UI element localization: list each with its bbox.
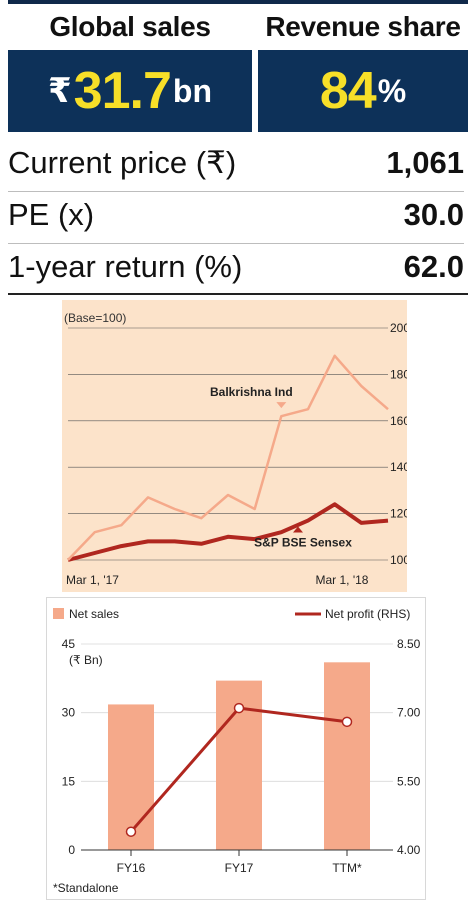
y-tick-label: 160 <box>390 414 407 428</box>
y-tick-label: 100 <box>390 553 407 567</box>
y-tick-label-left: 45 <box>62 637 76 651</box>
rupee-symbol: ₹ <box>48 72 72 110</box>
top-rule <box>8 0 468 4</box>
stat-value: 62.0 <box>403 249 464 284</box>
x-tick-label-end: Mar 1, '18 <box>316 573 369 587</box>
balkrishna-label-marker <box>276 402 287 409</box>
y-tick-label-right: 4.00 <box>397 843 421 857</box>
series-line-sensex <box>67 502 389 562</box>
legend-label-net-profit: Net profit (RHS) <box>325 607 410 621</box>
unit-label: (₹ Bn) <box>69 653 103 667</box>
x-tick-label: FY16 <box>117 861 146 875</box>
revenue-share-value: 84 <box>319 62 377 120</box>
stat-row-1-year-return: 1-year return (%) 62.0 <box>8 238 464 296</box>
base-annotation: (Base=100) <box>64 311 126 325</box>
global-sales-unit: bn <box>172 72 212 109</box>
global-sales-title: Global sales <box>49 11 211 42</box>
footnote: *Standalone <box>53 881 119 895</box>
y-tick-label: 200 <box>390 321 407 335</box>
global-sales-value: 31.7 <box>73 62 172 120</box>
section-divider <box>8 293 468 295</box>
point-net-profit <box>341 716 353 728</box>
point-net-profit <box>233 702 245 714</box>
series-label-balkrishna: Balkrishna Ind <box>210 385 293 399</box>
stat-value: 1,061 <box>386 144 464 180</box>
stat-label: Current price (₹) <box>8 144 237 180</box>
point-net-profit <box>125 826 137 837</box>
revenue-share-kpi: 84 % <box>258 50 468 132</box>
stat-label: PE (x) <box>8 196 95 232</box>
x-tick-label-start: Mar 1, '17 <box>66 573 119 587</box>
price-index-chart: 100 120 140 160 180 200 (Base=100) Balkrishna… <box>64 311 410 587</box>
y-tick-label-right: 5.50 <box>397 774 421 788</box>
stat-row-pe: PE (x) 30.0 <box>8 186 464 244</box>
y-tick-label: 180 <box>390 367 407 381</box>
series-line-balkrishna <box>67 354 389 561</box>
stat-label: 1-year return (%) <box>8 249 243 284</box>
y-tick-label-left: 15 <box>62 774 76 788</box>
stat-row-current-price: Current price (₹) 1,061 <box>8 134 464 192</box>
legend-label-net-sales: Net sales <box>69 607 119 621</box>
y-tick-label-left: 0 <box>68 843 75 857</box>
legend-swatch-net-sales <box>53 608 64 619</box>
bar-net-sales <box>324 662 370 850</box>
price-index-chart-panel: 100 120 140 160 180 200 (Base=100) Balkrishna… <box>62 300 410 592</box>
net-sales-profit-chart-panel: Net sales Net profit (RHS) (₹ Bn) 0 15 30 4… <box>46 597 426 900</box>
stat-value: 30.0 <box>403 196 464 232</box>
net-sales-profit-chart: Net sales Net profit (RHS) (₹ Bn) 0 15 30 4… <box>53 607 421 895</box>
series-label-sensex: S&P BSE Sensex <box>254 536 352 550</box>
global-sales-kpi: ₹ 31.7 bn <box>8 50 252 132</box>
x-tick-label: FY17 <box>225 861 254 875</box>
revenue-share-title: Revenue share <box>265 11 461 42</box>
y-tick-label: 120 <box>390 507 407 521</box>
sensex-label-marker <box>293 526 303 533</box>
revenue-share-unit: % <box>377 72 407 109</box>
bar-net-sales <box>108 704 154 850</box>
y-tick-label: 140 <box>390 460 407 474</box>
y-tick-label-right: 7.00 <box>397 706 421 720</box>
x-tick-label: TTM* <box>332 861 362 875</box>
y-tick-label-right: 8.50 <box>397 637 421 651</box>
y-tick-label-left: 30 <box>62 706 76 720</box>
